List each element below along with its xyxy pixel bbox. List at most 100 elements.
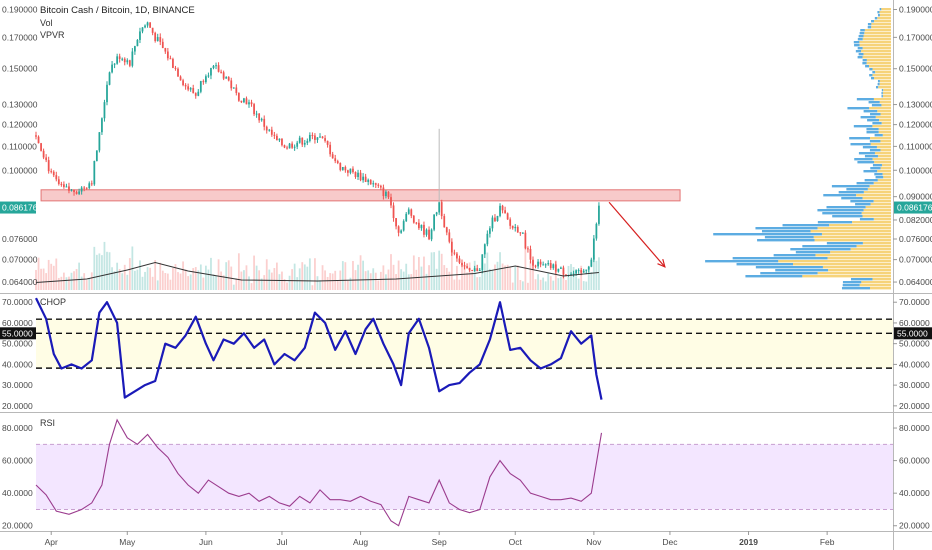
resistance-zone[interactable]: [40, 189, 681, 202]
candle-2018-08-28[interactable]: [428, 229, 430, 240]
candle-2018-05-08[interactable]: [144, 25, 146, 28]
candle-2018-08-15[interactable]: [395, 218, 397, 227]
candle-2018-05-19[interactable]: [172, 58, 174, 68]
candle-2018-09-04[interactable]: [445, 227, 448, 233]
candle-2018-10-20[interactable]: [562, 267, 565, 275]
candle-2018-07-12[interactable]: [308, 135, 311, 141]
candle-2018-07-13[interactable]: [311, 135, 314, 137]
candle-2018-05-05[interactable]: [136, 39, 139, 47]
candle-2018-08-22[interactable]: [412, 215, 415, 223]
candle-2018-09-16[interactable]: [476, 268, 479, 272]
candle-2018-08-05[interactable]: [369, 179, 372, 185]
candle-2018-07-01[interactable]: [281, 138, 283, 146]
candle-2018-08-30[interactable]: [433, 214, 435, 230]
candle-2018-06-13[interactable]: [235, 87, 238, 93]
candle-2018-03-29[interactable]: [42, 150, 45, 158]
candle-2018-04-28[interactable]: [118, 56, 121, 59]
chop-line[interactable]: [35, 297, 603, 400]
candle-2018-09-18[interactable]: [481, 254, 484, 270]
candle-2018-04-13[interactable]: [80, 187, 83, 192]
candle-2018-04-15[interactable]: [85, 187, 88, 189]
candle-2018-10-04[interactable]: [521, 232, 524, 234]
candle-2018-04-21[interactable]: [101, 118, 103, 133]
candle-2018-04-26[interactable]: [113, 63, 116, 65]
candle-2018-05-07[interactable]: [141, 27, 144, 32]
candle-2018-03-26[interactable]: [35, 135, 37, 137]
candle-2018-06-07[interactable]: [220, 71, 222, 73]
candle-2018-09-12[interactable]: [466, 266, 468, 268]
candle-2018-07-06[interactable]: [293, 146, 296, 148]
candle-2018-06-18[interactable]: [248, 102, 250, 105]
candle-2018-04-25[interactable]: [111, 64, 113, 73]
candle-2018-08-07[interactable]: [374, 183, 377, 185]
candle-2018-09-11[interactable]: [463, 265, 466, 267]
candle-2018-07-04[interactable]: [288, 143, 291, 149]
candle-2018-07-31[interactable]: [357, 172, 359, 177]
candle-2018-08-29[interactable]: [430, 229, 433, 240]
candle-2018-06-02[interactable]: [207, 75, 210, 77]
candle-2018-05-26[interactable]: [189, 88, 192, 90]
candle-2018-08-26[interactable]: [423, 224, 425, 235]
candle-2018-10-11[interactable]: [539, 261, 542, 265]
candle-2018-07-27[interactable]: [347, 170, 349, 173]
candle-2018-06-24[interactable]: [263, 118, 266, 127]
candle-2018-09-24[interactable]: [496, 215, 499, 222]
candle-2018-07-29[interactable]: [352, 168, 354, 173]
candle-2018-08-23[interactable]: [415, 222, 418, 224]
candle-2018-09-08[interactable]: [456, 253, 458, 259]
candle-2018-09-06[interactable]: [450, 241, 453, 253]
candle-2018-06-28[interactable]: [273, 134, 276, 136]
candle-2018-07-02[interactable]: [283, 145, 286, 148]
candle-2018-07-18[interactable]: [324, 138, 326, 141]
candle-2018-07-28[interactable]: [349, 168, 352, 173]
candle-2018-05-10[interactable]: [149, 22, 151, 28]
candle-2018-04-02[interactable]: [52, 171, 55, 176]
candle-2018-08-25[interactable]: [420, 224, 423, 229]
candle-2018-03-31[interactable]: [47, 160, 50, 172]
candle-2018-05-18[interactable]: [169, 58, 172, 60]
candle-2018-04-01[interactable]: [50, 171, 53, 173]
candle-2018-03-28[interactable]: [40, 143, 42, 151]
candle-2018-08-27[interactable]: [425, 229, 428, 235]
candles[interactable]: [35, 21, 600, 279]
candle-2018-10-31[interactable]: [590, 259, 593, 267]
candle-2018-09-15[interactable]: [473, 268, 476, 272]
candle-2018-08-20[interactable]: [407, 209, 410, 214]
candle-2018-08-10[interactable]: [382, 187, 385, 197]
candle-2018-06-04[interactable]: [212, 65, 215, 69]
candle-2018-10-14[interactable]: [547, 263, 550, 265]
candle-2018-06-19[interactable]: [250, 102, 253, 105]
candle-2018-07-20[interactable]: [329, 144, 332, 155]
candle-2018-05-23[interactable]: [182, 80, 184, 86]
candle-2018-09-30[interactable]: [511, 225, 514, 229]
candle-2018-10-13[interactable]: [544, 264, 547, 266]
candle-2018-06-03[interactable]: [210, 68, 212, 76]
candle-2018-05-01[interactable]: [126, 60, 129, 63]
candle-2018-04-17[interactable]: [90, 183, 93, 185]
candle-2018-09-14[interactable]: [471, 270, 474, 272]
candle-2018-07-08[interactable]: [298, 137, 301, 143]
candle-2018-08-06[interactable]: [372, 183, 375, 185]
candle-2018-09-27[interactable]: [504, 210, 506, 214]
candle-2018-04-06[interactable]: [63, 184, 65, 187]
candle-2018-07-17[interactable]: [321, 136, 324, 139]
candle-2018-08-21[interactable]: [410, 209, 413, 216]
candle-2018-07-05[interactable]: [291, 143, 293, 148]
candle-2018-10-16[interactable]: [552, 264, 555, 269]
candle-2018-04-03[interactable]: [55, 175, 58, 180]
candle-2018-06-20[interactable]: [253, 104, 255, 115]
candle-2018-05-02[interactable]: [128, 60, 131, 66]
candle-2018-06-21[interactable]: [255, 113, 258, 115]
candle-2018-06-27[interactable]: [270, 129, 273, 135]
candle-2018-10-02[interactable]: [516, 227, 519, 233]
candle-2018-04-24[interactable]: [108, 72, 111, 85]
candle-2018-10-15[interactable]: [549, 263, 552, 269]
candle-2018-09-07[interactable]: [453, 252, 456, 254]
candle-2018-09-20[interactable]: [486, 233, 489, 245]
candle-2018-07-25[interactable]: [341, 166, 344, 170]
candle-2018-08-12[interactable]: [387, 191, 390, 198]
candle-2018-07-30[interactable]: [354, 172, 357, 177]
candle-2018-08-18[interactable]: [402, 221, 405, 231]
candle-2018-06-14[interactable]: [237, 92, 240, 101]
